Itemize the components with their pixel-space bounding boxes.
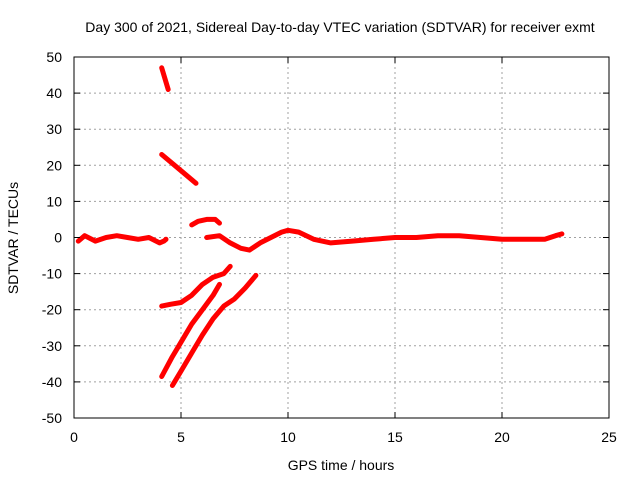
series-arc-neg38: [159, 281, 222, 379]
series-arc-5: [189, 216, 222, 228]
y-tick-label: 0: [54, 230, 62, 246]
series-arc-neg19: [159, 263, 233, 309]
y-tick-label: -40: [42, 374, 62, 390]
y-tick-label: 10: [46, 193, 62, 209]
y-tick-label: 20: [46, 157, 62, 173]
x-tick-label: 10: [280, 429, 296, 445]
series-arc-neg41: [169, 272, 259, 388]
y-tick-label: -20: [42, 302, 62, 318]
y-tick-label: 40: [46, 85, 62, 101]
x-tick-label: 15: [387, 429, 403, 445]
series-arc-46: [159, 65, 171, 92]
series-layer: [75, 65, 565, 388]
x-axis-label: GPS time / hours: [288, 457, 395, 473]
y-tick-label: 30: [46, 121, 62, 137]
y-tick-label: 50: [46, 49, 62, 65]
x-tick-label: 20: [494, 429, 510, 445]
series-arc-22: [159, 152, 199, 186]
axis-ticks: 0 5 10 15 20 25 -50 -40 -30 -20 -10 0 10 20 30 40 50: [42, 49, 617, 445]
series-arc-dip: [204, 227, 565, 253]
chart-title: Day 300 of 2021, Sidereal Day-to-day VTE…: [85, 19, 594, 35]
x-tick-label: 25: [601, 429, 617, 445]
y-axis-label: SDTVAR / TECUs: [5, 182, 21, 294]
series-main-trace: [75, 233, 169, 246]
y-tick-label: -10: [42, 266, 62, 282]
y-tick-label: -50: [42, 410, 62, 426]
x-tick-label: 5: [177, 429, 185, 445]
x-tick-label: 0: [70, 429, 78, 445]
y-tick-label: -30: [42, 338, 62, 354]
